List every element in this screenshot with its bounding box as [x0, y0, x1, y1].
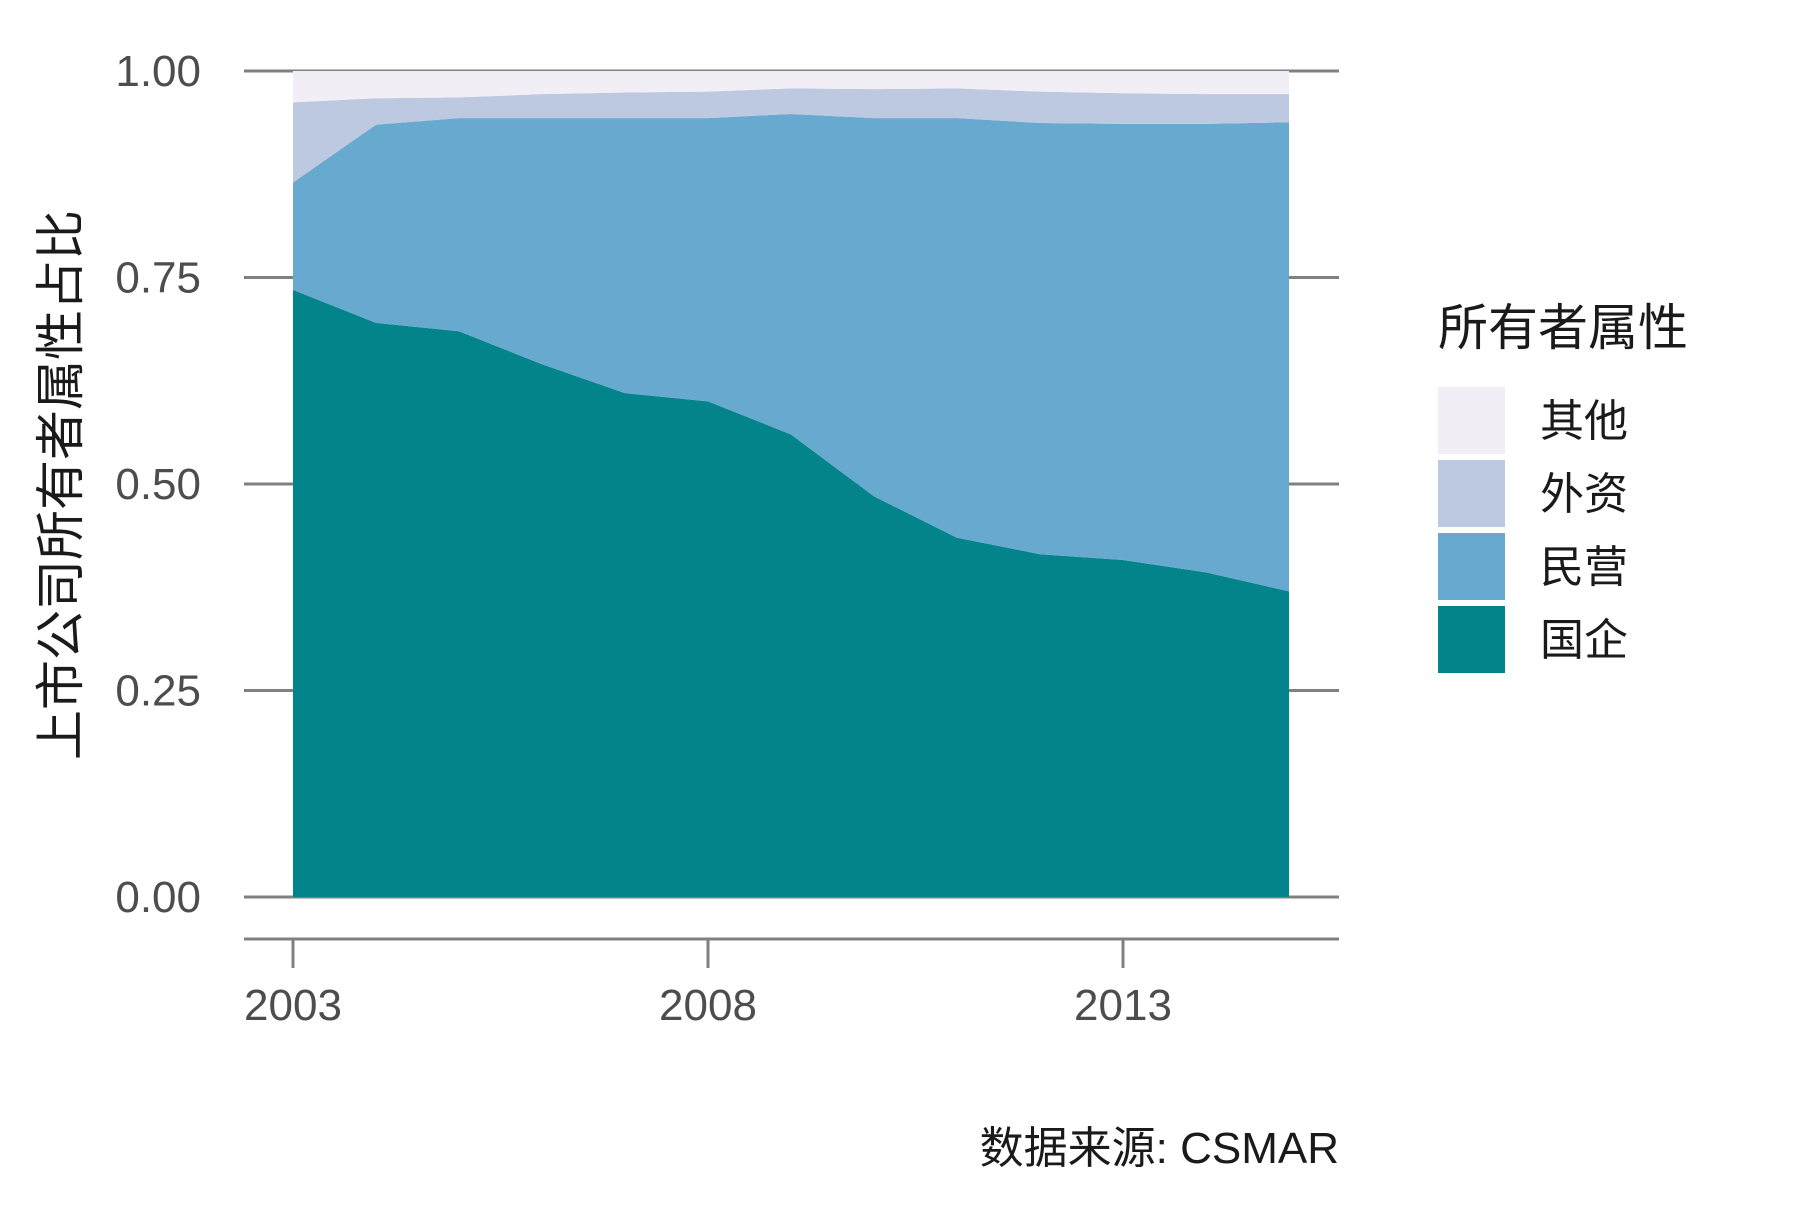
area-其他 [293, 71, 1289, 103]
legend-label-外资: 外资 [1540, 470, 1628, 519]
legend-swatch-民营 [1438, 533, 1505, 600]
area-series [293, 71, 1289, 897]
x-tick-label: 2003 [244, 981, 342, 1030]
y-tick-label: 0.00 [115, 873, 201, 922]
legend-swatch-国企 [1438, 606, 1505, 673]
legend-label-国企: 国企 [1540, 616, 1628, 665]
legend-title: 所有者属性 [1438, 300, 1688, 356]
area-国企 [293, 289, 1289, 897]
y-tick-label: 0.25 [115, 667, 201, 716]
area-民营 [293, 113, 1289, 592]
y-tick-label: 0.75 [115, 254, 201, 303]
area-外资 [293, 88, 1289, 183]
legend-label-其他: 其他 [1540, 397, 1628, 446]
x-tick-label: 2013 [1074, 981, 1172, 1030]
y-tick-label: 1.00 [115, 47, 201, 96]
legend-swatch-其他 [1438, 387, 1505, 454]
axes: 0.00 0.25 0.50 0.75 1.00 2003 2008 2013 [115, 47, 1339, 1030]
y-tick-label: 0.50 [115, 460, 201, 509]
legend-swatch-外资 [1438, 460, 1505, 527]
legend-label-民营: 民营 [1540, 543, 1628, 592]
x-tick-label: 2008 [659, 981, 757, 1030]
y-axis-title: 上市公司所有者属性占比 [33, 210, 89, 760]
caption: 数据来源: CSMAR [980, 1124, 1339, 1173]
